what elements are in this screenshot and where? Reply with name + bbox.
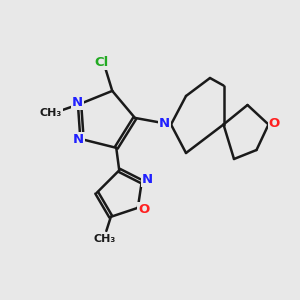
Text: N: N: [73, 133, 84, 146]
Text: O: O: [269, 116, 280, 130]
Text: CH₃: CH₃: [40, 108, 62, 118]
Text: Cl: Cl: [94, 56, 109, 69]
Text: CH₃: CH₃: [94, 234, 116, 244]
Text: N: N: [159, 116, 170, 130]
Text: N: N: [72, 96, 83, 109]
Text: O: O: [138, 203, 149, 216]
Text: N: N: [142, 173, 153, 186]
